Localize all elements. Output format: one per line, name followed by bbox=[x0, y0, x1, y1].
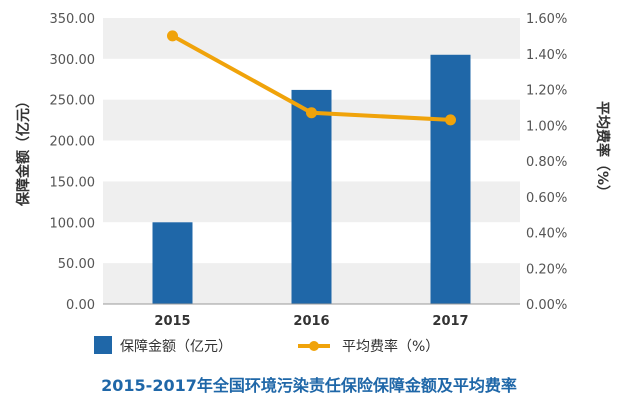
y2-tick-label: 1.40% bbox=[526, 48, 567, 63]
legend-bar-swatch bbox=[94, 336, 112, 354]
y-tick-label: 50.00 bbox=[58, 257, 95, 272]
y-axis-label: 保障金额（亿元） bbox=[15, 94, 32, 207]
y2-tick-label: 0.60% bbox=[526, 191, 567, 206]
y2-tick-label: 0.40% bbox=[526, 227, 567, 242]
y-tick-label: 300.00 bbox=[50, 53, 96, 68]
y2-tick-label: 0.00% bbox=[526, 298, 567, 313]
y2-tick-label: 0.80% bbox=[526, 155, 567, 170]
bar bbox=[152, 222, 193, 304]
rate-point bbox=[306, 107, 317, 119]
rate-point bbox=[445, 114, 456, 126]
y2-tick-label: 0.20% bbox=[526, 262, 567, 277]
line-series bbox=[167, 30, 456, 126]
y-tick-label: 250.00 bbox=[50, 94, 96, 109]
chart-title: 2015-2017年全国环境污染责任保险保障金额及平均费率 bbox=[101, 376, 517, 395]
x-tick-label: 2016 bbox=[293, 314, 329, 329]
y2-tick-label: 1.20% bbox=[526, 84, 567, 99]
legend-line-marker bbox=[309, 341, 319, 351]
x-tick-label: 2015 bbox=[154, 314, 190, 329]
y-tick-label: 150.00 bbox=[50, 175, 96, 190]
rate-point bbox=[167, 30, 178, 42]
y-axis-right: 0.00% 0.20% 0.40% 0.60% 0.80% 1.00% 1.20% 1.40%… bbox=[526, 12, 567, 313]
x-axis: 2015 2016 2017 bbox=[103, 303, 520, 329]
legend: 保障金额（亿元） 平均费率（%） bbox=[94, 336, 439, 355]
y-tick-label: 0.00 bbox=[66, 298, 95, 313]
bar-series bbox=[152, 54, 471, 305]
grid-band bbox=[103, 18, 520, 59]
y-tick-label: 350.00 bbox=[50, 12, 96, 27]
legend-line-label: 平均费率（%） bbox=[342, 338, 439, 355]
y2-tick-label: 1.00% bbox=[526, 119, 567, 134]
x-tick-label: 2017 bbox=[432, 314, 468, 329]
y-axis-left: 0.00 50.00 100.00 150.00 200.00 250.00 300.00 3… bbox=[50, 12, 96, 313]
bar bbox=[430, 54, 471, 305]
y-tick-label: 200.00 bbox=[50, 135, 96, 150]
bar bbox=[291, 89, 332, 304]
y-tick-label: 100.00 bbox=[50, 216, 96, 231]
y2-axis-label: 平均费率（%） bbox=[594, 101, 611, 199]
y2-tick-label: 1.60% bbox=[526, 12, 567, 27]
legend-bar-label: 保障金额（亿元） bbox=[120, 339, 232, 355]
